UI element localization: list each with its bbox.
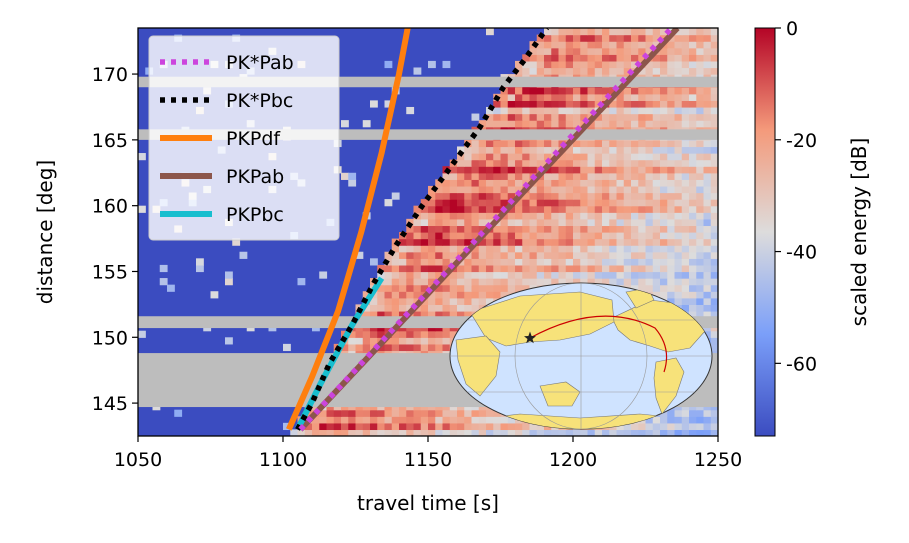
x-axis: 1050 1100 1150 1200 1250 — [114, 436, 742, 471]
curve-pkstarpbc — [295, 28, 550, 431]
north-america — [611, 299, 707, 353]
y-tick-label: 170 — [92, 64, 128, 86]
africa — [455, 335, 501, 397]
colorbar-title: scaled energy [dB] — [847, 138, 871, 327]
legend-label: PKPab — [226, 166, 284, 188]
y-tick-label: 165 — [92, 130, 128, 152]
legend-label: PK*Pbc — [226, 90, 293, 112]
curve-pkstarpab — [298, 28, 674, 432]
missing-data-band — [138, 129, 718, 140]
missing-data-band — [138, 76, 718, 88]
x-axis-title: travel time [s] — [357, 491, 499, 515]
y-axis-title: distance [deg] — [33, 160, 57, 304]
x-tick-label: 1250 — [694, 449, 742, 471]
y-tick-label: 155 — [92, 261, 128, 283]
legend: PK*Pab PK*Pbc PKPdf PKPab PKPbc — [148, 35, 340, 241]
x-tick-label: 1150 — [404, 449, 452, 471]
south-america — [653, 357, 685, 415]
eurasia — [469, 291, 615, 347]
colorbar-tick-label: 0 — [786, 18, 798, 40]
y-tick-label: 145 — [92, 393, 128, 415]
x-tick-label: 1200 — [549, 449, 597, 471]
legend-label: PK*Pab — [226, 52, 294, 74]
travel-time-curves — [286, 28, 680, 432]
inset-world-map — [449, 282, 713, 430]
colorbar-gradient — [754, 27, 776, 437]
colorbar-tick-label: -20 — [786, 130, 817, 152]
australia — [539, 381, 581, 407]
y-tick-label: 150 — [92, 327, 128, 349]
y-axis: 145 150 155 160 165 170 — [92, 64, 138, 415]
colorbar-tick-label: -40 — [786, 242, 817, 264]
legend-label: PKPbc — [226, 204, 284, 226]
event-star-icon — [524, 331, 536, 344]
x-tick-label: 1050 — [114, 449, 162, 471]
ray-path — [529, 315, 668, 373]
x-tick-label: 1100 — [259, 449, 307, 471]
colorbar-tick-label: -60 — [786, 353, 817, 375]
legend-label: PKPdf — [226, 128, 281, 150]
colorbar: 0 -20 -40 -60 scaled energy [dB] — [754, 18, 871, 437]
y-tick-label: 160 — [92, 196, 128, 218]
missing-data-band — [138, 316, 718, 329]
curve-pkpdf — [286, 28, 411, 431]
